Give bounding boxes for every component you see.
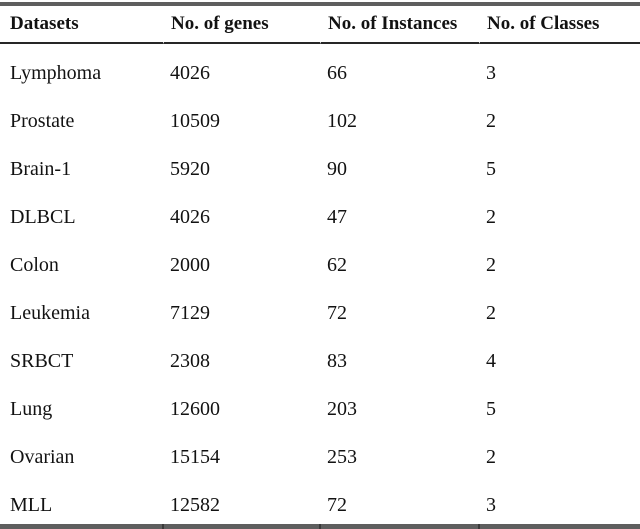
classes-cell: 5 (486, 158, 496, 180)
dataset-name-cell: MLL (10, 494, 53, 516)
column-boundary-tick (478, 524, 480, 529)
table-row-colon: Colon 2000 62 2 (0, 236, 640, 284)
genes-cell: 15154 (170, 446, 220, 468)
table-row-brain1: Brain-1 5920 90 5 (0, 140, 640, 188)
dataset-name-cell: Prostate (10, 110, 75, 132)
genes-cell: 7129 (170, 302, 210, 324)
table-row-srbct: SRBCT 2308 83 4 (0, 332, 640, 380)
dataset-name-cell: Lymphoma (10, 62, 102, 84)
table-row-dlbcl: DLBCL 4026 47 2 (0, 188, 640, 236)
dataset-name-cell: Ovarian (10, 446, 75, 468)
classes-cell: 5 (486, 398, 496, 420)
table-row-lung: Lung 12600 203 5 (0, 380, 640, 428)
classes-cell: 2 (486, 446, 496, 468)
table-row-ovarian: Ovarian 15154 253 2 (0, 428, 640, 476)
column-header-classes: No. of Classes (479, 6, 640, 44)
table-row-prostate: Prostate 10509 102 2 (0, 92, 640, 140)
genes-cell: 4026 (170, 62, 210, 84)
genes-cell: 4026 (170, 206, 210, 228)
classes-cell: 3 (486, 62, 496, 84)
column-boundary-tick (162, 524, 164, 529)
classes-cell: 2 (486, 254, 496, 276)
classes-cell: 4 (486, 350, 496, 372)
instances-cell: 102 (327, 110, 357, 132)
instances-cell: 47 (327, 206, 347, 228)
dataset-name-cell: SRBCT (10, 350, 74, 372)
genes-cell: 2000 (170, 254, 210, 276)
dataset-name-cell: Lung (10, 398, 53, 420)
classes-cell: 3 (486, 494, 496, 516)
table-header-row: Datasets No. of genes No. of Instances N… (0, 6, 640, 44)
instances-cell: 253 (327, 446, 357, 468)
instances-cell: 66 (327, 62, 347, 84)
genes-cell: 10509 (170, 110, 220, 132)
instances-cell: 90 (327, 158, 347, 180)
classes-cell: 2 (486, 206, 496, 228)
table-bottom-rule (0, 524, 640, 529)
genes-cell: 12600 (170, 398, 220, 420)
table-row-mll: MLL 12582 72 3 (0, 476, 640, 524)
genes-cell: 12582 (170, 494, 220, 516)
instances-cell: 72 (327, 494, 347, 516)
dataset-name-cell: Brain-1 (10, 158, 72, 180)
column-header-datasets: Datasets (0, 6, 163, 44)
dataset-name-cell: DLBCL (10, 206, 76, 228)
genes-cell: 5920 (170, 158, 210, 180)
table-top-rule (0, 2, 640, 6)
classes-cell: 2 (486, 302, 496, 324)
table-row-leukemia: Leukemia 7129 72 2 (0, 284, 640, 332)
instances-cell: 72 (327, 302, 347, 324)
column-header-genes: No. of genes (163, 6, 320, 44)
dataset-name-cell: Colon (10, 254, 59, 276)
genes-cell: 2308 (170, 350, 210, 372)
classes-cell: 2 (486, 110, 496, 132)
instances-cell: 62 (327, 254, 347, 276)
dataset-name-cell: Leukemia (10, 302, 90, 324)
instances-cell: 203 (327, 398, 357, 420)
column-header-instances: No. of Instances (320, 6, 479, 44)
table-row-lymphoma: Lymphoma 4026 66 3 (0, 44, 640, 92)
column-boundary-tick (319, 524, 321, 529)
instances-cell: 83 (327, 350, 347, 372)
datasets-table: Datasets No. of genes No. of Instances N… (0, 6, 640, 524)
